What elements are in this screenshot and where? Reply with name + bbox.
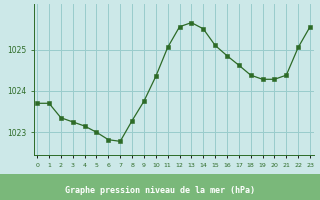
Text: Graphe pression niveau de la mer (hPa): Graphe pression niveau de la mer (hPa)	[65, 186, 255, 195]
